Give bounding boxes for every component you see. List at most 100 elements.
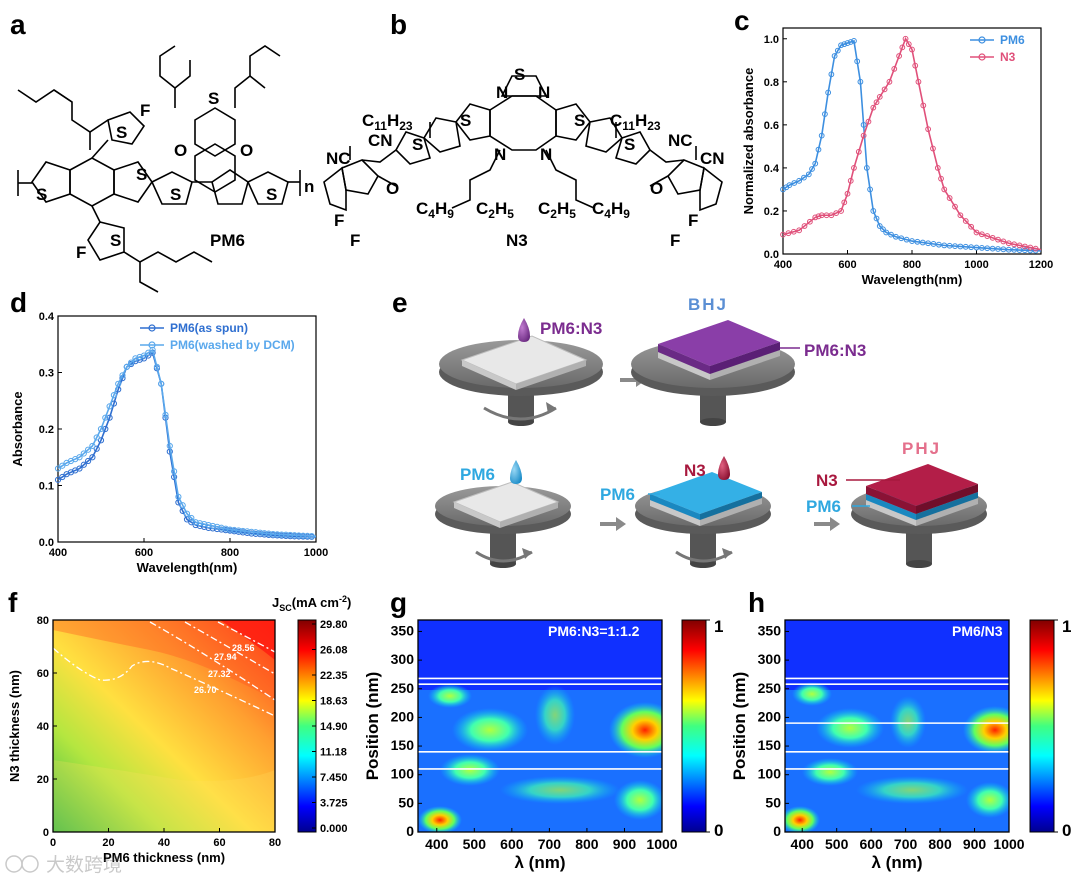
data-point [847, 39, 854, 45]
colorbar-g [681, 619, 707, 833]
y-tick-label: 200 [391, 708, 415, 724]
data-point [128, 359, 135, 366]
data-point [952, 203, 958, 210]
colorbar-tick-label: 1 [1062, 617, 1071, 636]
x-axis-label: λ (nm) [872, 853, 923, 872]
data-point [851, 165, 857, 171]
y-tick-label: 0.6 [764, 120, 779, 132]
data-point [854, 58, 861, 65]
data-point [235, 527, 242, 534]
panel-f: f 28.56 27.94 27.32 26.70 0 20 40 60 80 0 20 40… [7, 587, 351, 865]
n3-chain-c2-left: C2H5 [476, 199, 514, 221]
colorbar-ticks-h: 10 [1054, 617, 1071, 840]
bhj-film-label: PM6:N3 [804, 341, 866, 360]
inset-label-h: PM6/N3 [952, 623, 1003, 639]
panel-label-c: c [734, 5, 750, 36]
data-point [132, 355, 139, 362]
data-point [865, 118, 872, 125]
spin-coater-bhj-2 [631, 320, 795, 426]
data-point [825, 89, 832, 96]
data-point [231, 526, 238, 534]
y-tick-label: 250 [758, 680, 782, 696]
data-point [244, 528, 251, 535]
y-tick-label: 0 [43, 827, 49, 839]
data-point [841, 41, 848, 48]
n3-atom-o1: O [386, 179, 399, 198]
data-point [941, 186, 948, 193]
y-tick-label: 0.2 [764, 206, 779, 218]
data-point [973, 244, 980, 251]
pm6-atom-s2: S [36, 185, 47, 204]
pm6-atom-s3: S [136, 165, 147, 184]
y-tick-label: 40 [37, 721, 49, 733]
series-line-1 [782, 36, 1042, 251]
data-point [880, 226, 886, 233]
data-point [85, 457, 92, 465]
data-point [196, 520, 203, 527]
data-point [102, 425, 109, 433]
data-point [214, 523, 221, 530]
data-point [915, 78, 922, 85]
x-tick-label: 400 [49, 547, 67, 559]
series-line-0 [782, 39, 1042, 252]
data-point [308, 533, 315, 540]
colorbar-ticks-f: 29.80 26.08 22.35 18.63 14.90 11.18 7.450 3.725… [312, 619, 348, 835]
x-tick-label: 400 [774, 259, 792, 271]
panel-h: h PM6/N3 400 500 600 700 800 900 1000050100150… [730, 587, 1071, 872]
data-point [818, 132, 825, 139]
drop-label-bhj: PM6:N3 [540, 319, 602, 338]
data-point [295, 532, 302, 539]
data-point [912, 62, 919, 69]
pm6-atom-o1: O [174, 141, 187, 160]
watermark-text: 大数跨境 [46, 854, 122, 876]
x-tick-label: 1000 [993, 836, 1024, 852]
y-tick-label: 60 [37, 668, 49, 680]
panel-label-g: g [390, 587, 407, 618]
data-point [930, 145, 936, 152]
data-point [941, 242, 948, 249]
n3-atom-s1: S [460, 111, 471, 130]
panel-label-h: h [748, 587, 765, 618]
pm6-atom-s1: S [116, 123, 127, 142]
data-point [844, 40, 851, 46]
data-point [957, 243, 964, 250]
data-point [257, 529, 264, 536]
drop-label-pm6: PM6 [460, 465, 495, 484]
y-tick-label: 100 [391, 766, 415, 782]
data-point [892, 233, 899, 240]
data-point [935, 241, 942, 248]
data-point [946, 242, 953, 249]
n3-atom-n-top1: N [496, 83, 508, 102]
data-point [925, 240, 932, 247]
data-point [796, 227, 803, 234]
n3-name: N3 [506, 231, 528, 250]
phj-film-top: N3 [816, 471, 838, 490]
phj-film-bottom: PM6 [806, 497, 841, 516]
data-point [978, 231, 985, 238]
data-point [115, 380, 122, 387]
data-point [891, 65, 898, 72]
data-point [925, 126, 932, 133]
panel-c: c 400 600 800 1000 1200 0.0 0.2 0.4 0.6 0.8 1.0 Wav… [734, 5, 1053, 287]
data-point [984, 245, 991, 252]
data-point [1021, 243, 1028, 250]
y-tick-label: 250 [391, 680, 415, 696]
data-point [881, 86, 888, 93]
x-tick-label: 40 [158, 837, 170, 849]
x-tick-label: 600 [500, 836, 524, 852]
interfaces-h [785, 677, 1009, 770]
data-point [815, 146, 822, 153]
n3-nc-left: NC [326, 149, 351, 168]
colorbar-tick-label: 29.80 [320, 619, 348, 631]
panel-g: g PM6:N3=1:1.2 400 500 600 700 800 900 1000050… [363, 587, 723, 872]
data-point [175, 493, 182, 500]
n3-chain-c11-right: C11H23 [610, 111, 661, 133]
spin-coater-bhj-1 [439, 335, 603, 426]
arrow-icon [600, 517, 626, 531]
chart-c: 400 600 800 1000 1200 0.0 0.2 0.4 0.6 0.8 1.0 Wavel… [741, 27, 1053, 287]
data-point [898, 235, 905, 242]
data-point [855, 148, 862, 155]
data-point [831, 53, 838, 59]
data-point [860, 132, 867, 139]
x-axis-label: Wavelength(nm) [862, 272, 963, 287]
